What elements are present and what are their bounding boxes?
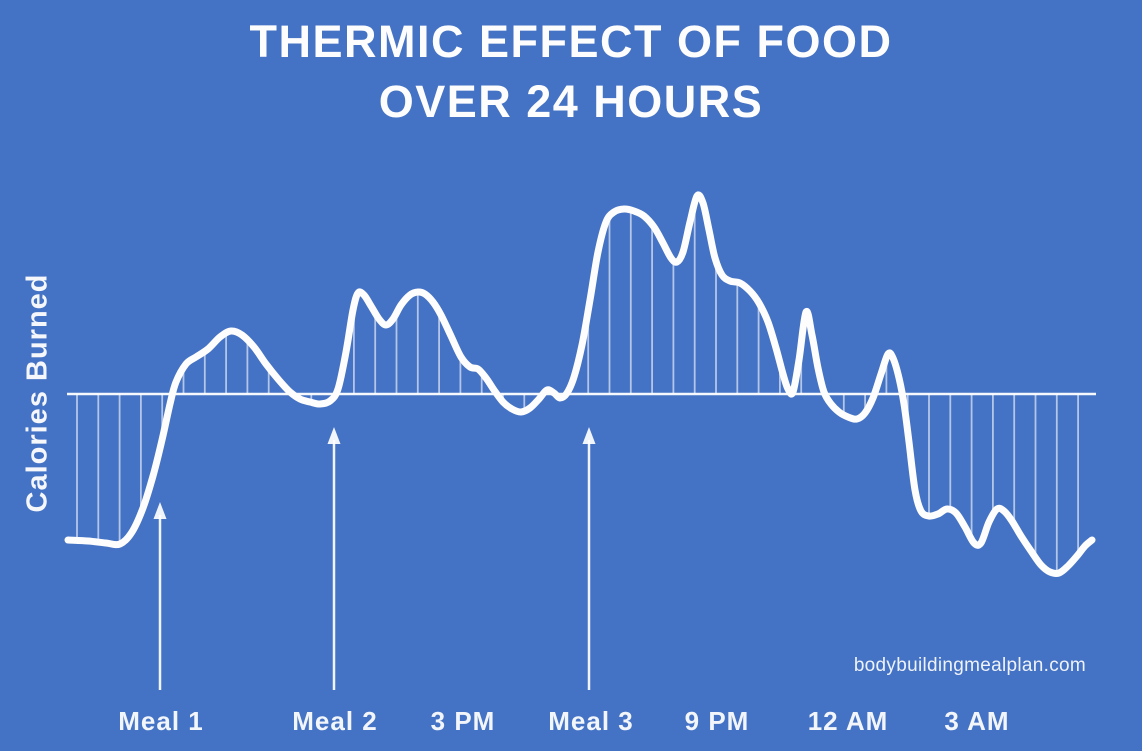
x-axis-label-meal-1: Meal 1	[118, 706, 204, 736]
chart-title: THERMIC EFFECT OF FOOD OVER 24 HOURS	[0, 12, 1142, 132]
x-axis-label-9-pm: 9 PM	[684, 706, 750, 736]
chart-title-line2: OVER 24 HOURS	[378, 76, 764, 127]
meal-3-arrow-head	[582, 427, 596, 444]
meal-1-arrow-head	[153, 502, 167, 519]
x-axis-label-3-am: 3 AM	[944, 706, 1010, 736]
meal-2-arrow-head	[327, 427, 341, 444]
x-axis-label-12-am: 12 AM	[807, 706, 889, 736]
watermark-text: bodybuildingmealplan.com	[853, 655, 1086, 676]
x-axis-label-meal-2: Meal 2	[292, 706, 378, 736]
x-axis-label-meal-3: Meal 3	[548, 706, 634, 736]
x-axis-label-3-pm: 3 PM	[430, 706, 496, 736]
calories-burned-curve	[64, 191, 1096, 577]
chart-title-line1: THERMIC EFFECT OF FOOD	[249, 16, 893, 67]
